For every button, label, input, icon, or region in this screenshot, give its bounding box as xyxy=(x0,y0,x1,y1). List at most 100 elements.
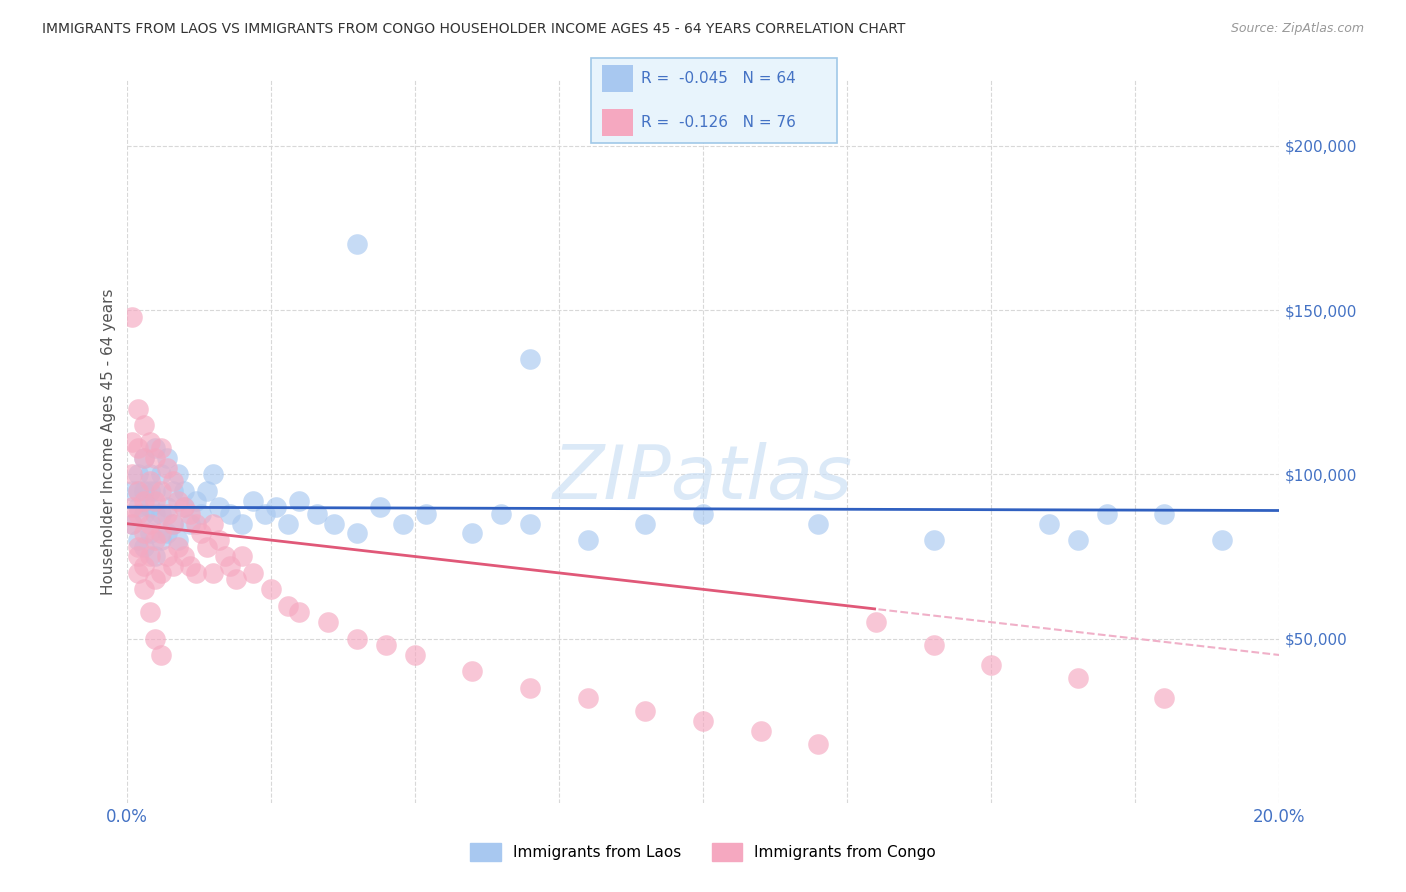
Point xyxy=(259,582,281,597)
Point xyxy=(461,526,484,541)
Point xyxy=(749,723,772,738)
Point xyxy=(173,500,195,515)
Point xyxy=(807,737,830,751)
Point xyxy=(1153,690,1175,705)
Point xyxy=(242,566,264,580)
Point xyxy=(167,533,190,547)
Text: R =  -0.045   N = 64: R = -0.045 N = 64 xyxy=(641,71,796,86)
Point xyxy=(242,493,264,508)
Point xyxy=(1153,507,1175,521)
Point xyxy=(173,500,195,515)
Point xyxy=(219,507,242,521)
Point xyxy=(208,533,231,547)
Point xyxy=(121,516,143,531)
Point xyxy=(138,474,160,488)
Point xyxy=(121,467,143,482)
Point xyxy=(214,549,236,564)
Point xyxy=(576,690,599,705)
Point xyxy=(121,516,143,531)
Point xyxy=(127,441,149,455)
Point xyxy=(202,566,225,580)
Point xyxy=(132,493,155,508)
Point xyxy=(202,516,225,531)
Point xyxy=(138,605,160,619)
Point xyxy=(1067,671,1090,685)
Point xyxy=(150,648,173,662)
Point xyxy=(132,483,155,498)
Point xyxy=(162,516,184,531)
Point xyxy=(132,450,155,465)
Point xyxy=(202,467,225,482)
Point xyxy=(162,474,184,488)
Point xyxy=(145,549,166,564)
Point xyxy=(190,507,212,521)
Legend: Immigrants from Laos, Immigrants from Congo: Immigrants from Laos, Immigrants from Co… xyxy=(464,837,942,867)
Point xyxy=(132,559,155,574)
Point xyxy=(150,566,173,580)
Point xyxy=(225,573,247,587)
Point xyxy=(346,237,368,252)
Point xyxy=(173,483,195,498)
Point xyxy=(318,615,340,630)
Point xyxy=(491,507,513,521)
Point xyxy=(179,516,201,531)
Point xyxy=(138,516,160,531)
Point xyxy=(167,493,190,508)
Point xyxy=(121,434,143,449)
Point xyxy=(121,310,143,324)
Point xyxy=(519,681,541,695)
Point xyxy=(231,549,253,564)
Point xyxy=(288,605,311,619)
Point xyxy=(162,559,184,574)
Point xyxy=(132,526,155,541)
Point xyxy=(231,516,253,531)
Point xyxy=(179,559,201,574)
Text: IMMIGRANTS FROM LAOS VS IMMIGRANTS FROM CONGO HOUSEHOLDER INCOME AGES 45 - 64 YE: IMMIGRANTS FROM LAOS VS IMMIGRANTS FROM … xyxy=(42,22,905,37)
Point xyxy=(127,467,149,482)
Point xyxy=(392,516,415,531)
Point xyxy=(184,516,207,531)
Point xyxy=(519,516,541,531)
Point xyxy=(173,549,195,564)
Point xyxy=(150,441,173,455)
Point xyxy=(127,549,149,564)
Point xyxy=(980,657,1002,672)
Point xyxy=(1095,507,1118,521)
Text: R =  -0.126   N = 76: R = -0.126 N = 76 xyxy=(641,115,796,129)
Point xyxy=(374,638,398,652)
Point xyxy=(132,582,155,597)
Point xyxy=(156,526,179,541)
Point xyxy=(807,516,830,531)
Point xyxy=(127,500,149,515)
Point xyxy=(156,500,179,515)
Point xyxy=(1211,533,1233,547)
Point xyxy=(127,540,149,554)
Point xyxy=(138,526,160,541)
Text: Source: ZipAtlas.com: Source: ZipAtlas.com xyxy=(1230,22,1364,36)
Point xyxy=(461,665,484,679)
Point xyxy=(162,483,184,498)
Point xyxy=(127,483,149,498)
Point xyxy=(145,533,166,547)
Point xyxy=(138,434,160,449)
Point xyxy=(145,493,166,508)
Point xyxy=(156,460,179,475)
Point xyxy=(519,352,541,367)
Point xyxy=(127,566,149,580)
Point xyxy=(219,559,242,574)
Point xyxy=(195,483,218,498)
Point xyxy=(865,615,887,630)
Point xyxy=(162,516,184,531)
Point xyxy=(145,450,166,465)
Point xyxy=(404,648,426,662)
Text: ZIPatlas: ZIPatlas xyxy=(553,442,853,514)
Point xyxy=(121,500,143,515)
Point xyxy=(576,533,599,547)
Point xyxy=(145,441,166,455)
Point xyxy=(346,526,368,541)
Point xyxy=(150,533,173,547)
Point xyxy=(150,507,173,521)
Point xyxy=(195,540,218,554)
Point xyxy=(138,549,160,564)
Point xyxy=(145,507,166,521)
